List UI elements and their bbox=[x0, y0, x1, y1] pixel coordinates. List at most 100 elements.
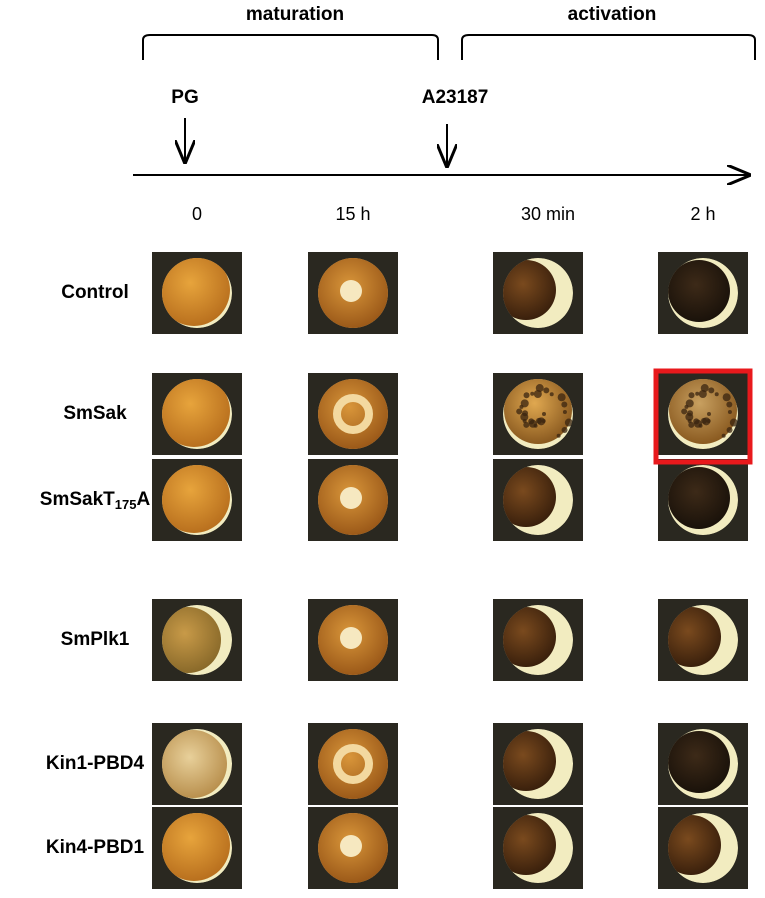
pigment bbox=[668, 731, 730, 793]
phase-label: maturation bbox=[246, 4, 344, 25]
oocyte bbox=[162, 605, 232, 675]
speck bbox=[695, 391, 700, 396]
speck bbox=[688, 421, 695, 428]
oocyte bbox=[318, 258, 388, 328]
pigment bbox=[668, 815, 721, 875]
speck bbox=[549, 392, 554, 397]
pigment bbox=[318, 729, 388, 799]
pigment bbox=[162, 379, 230, 447]
speck bbox=[557, 393, 566, 402]
oocyte bbox=[503, 605, 573, 675]
spot bbox=[340, 487, 362, 509]
pigment bbox=[318, 379, 388, 449]
oocyte bbox=[668, 729, 738, 799]
pigment bbox=[162, 813, 230, 881]
bracket bbox=[461, 34, 756, 60]
speck bbox=[543, 387, 550, 394]
speck bbox=[727, 409, 732, 414]
timepoint-label: 30 min bbox=[521, 204, 575, 224]
oocyte bbox=[162, 729, 232, 799]
speck bbox=[714, 392, 719, 397]
speck bbox=[528, 418, 535, 425]
oocyte bbox=[162, 465, 232, 535]
oocyte bbox=[318, 605, 388, 675]
spot bbox=[340, 835, 362, 857]
speck bbox=[516, 408, 523, 415]
pigment bbox=[668, 260, 730, 322]
oocyte bbox=[318, 465, 388, 535]
speck bbox=[530, 391, 535, 396]
speck bbox=[700, 417, 707, 424]
spot bbox=[340, 280, 362, 302]
oocyte bbox=[668, 258, 738, 328]
ring bbox=[333, 394, 373, 434]
speck bbox=[533, 390, 542, 399]
speck bbox=[556, 433, 561, 438]
pigment bbox=[504, 379, 572, 444]
pigment bbox=[503, 815, 556, 875]
speck bbox=[688, 392, 695, 399]
oocyte bbox=[503, 258, 573, 328]
oocyte bbox=[668, 605, 738, 675]
row-label: Kin4-PBD1 bbox=[46, 837, 145, 858]
oocyte bbox=[503, 379, 573, 449]
speck bbox=[535, 417, 542, 424]
speck bbox=[687, 410, 694, 417]
row-label: SmPlk1 bbox=[61, 629, 130, 650]
row-label: Control bbox=[61, 282, 129, 303]
label-part: Control bbox=[61, 282, 129, 303]
pigment bbox=[503, 467, 556, 527]
pigment bbox=[503, 607, 556, 667]
speck bbox=[721, 433, 726, 438]
timepoint-label: 0 bbox=[192, 204, 202, 224]
oocyte bbox=[318, 379, 388, 449]
label-part: Kin1-PBD4 bbox=[46, 753, 145, 774]
label-part: 175 bbox=[115, 497, 137, 512]
speck bbox=[708, 387, 715, 394]
speck bbox=[726, 426, 733, 433]
oocyte bbox=[503, 729, 573, 799]
event-label: PG bbox=[171, 87, 198, 108]
speck bbox=[693, 418, 700, 425]
row-label: Kin1-PBD4 bbox=[46, 753, 145, 774]
timepoint-label: 2 h bbox=[690, 204, 715, 224]
timepoint-label: 15 h bbox=[335, 204, 370, 224]
label-part: SmSak bbox=[63, 403, 127, 424]
oocyte bbox=[318, 729, 388, 799]
oocyte bbox=[162, 379, 232, 449]
row-label: SmSak bbox=[63, 403, 127, 424]
pigment bbox=[162, 730, 227, 798]
pigment bbox=[162, 258, 230, 326]
oocyte bbox=[162, 813, 232, 883]
event-label: A23187 bbox=[422, 87, 489, 108]
oocyte bbox=[162, 258, 232, 328]
speck bbox=[685, 399, 694, 408]
oocyte bbox=[503, 813, 573, 883]
speck bbox=[542, 412, 546, 416]
speck bbox=[561, 426, 568, 433]
phase-label: activation bbox=[568, 4, 657, 25]
oocyte bbox=[318, 813, 388, 883]
pigment bbox=[503, 731, 556, 791]
pigment bbox=[668, 607, 721, 667]
pigment bbox=[668, 467, 730, 529]
pigment bbox=[503, 260, 556, 320]
speck bbox=[681, 408, 688, 415]
speck bbox=[523, 392, 530, 399]
oocyte bbox=[503, 465, 573, 535]
highlight-box bbox=[653, 368, 753, 465]
bracket bbox=[142, 34, 439, 60]
image-grid bbox=[152, 252, 748, 889]
ring bbox=[333, 744, 373, 784]
label-part: SmPlk1 bbox=[61, 629, 130, 650]
spot bbox=[340, 627, 362, 649]
oocyte bbox=[668, 813, 738, 883]
pigment bbox=[669, 379, 737, 444]
speck bbox=[564, 418, 573, 427]
oocyte bbox=[668, 379, 738, 449]
pigment bbox=[162, 607, 221, 673]
speck bbox=[722, 393, 731, 402]
speck bbox=[561, 401, 568, 408]
oocyte bbox=[668, 465, 738, 535]
